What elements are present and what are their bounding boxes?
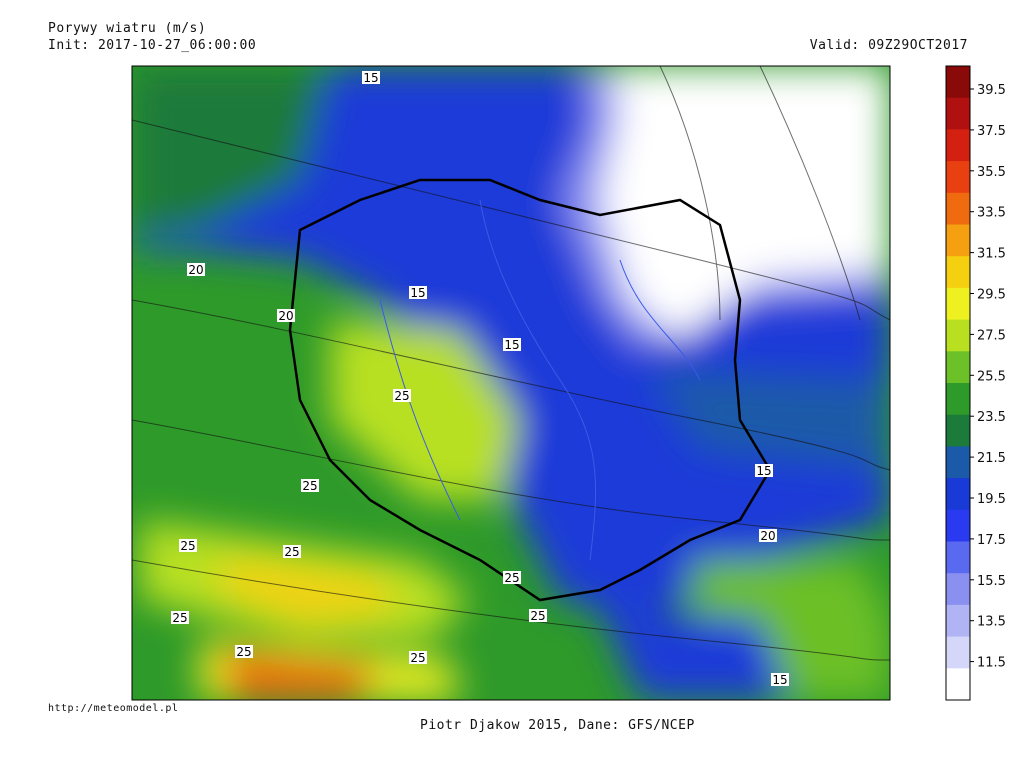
colorbar-band — [946, 129, 970, 162]
contour-label: 15 — [410, 286, 425, 300]
country-border — [288, 178, 772, 602]
wind-field — [132, 66, 890, 700]
colorbar-band — [946, 192, 970, 225]
contour-label: 25 — [530, 609, 545, 623]
contour-label: 15 — [504, 338, 519, 352]
contour-label: 15 — [772, 673, 787, 687]
rivers — [379, 199, 701, 561]
title: Porywy wiatru (m/s) — [48, 21, 207, 36]
contour-label-box — [179, 539, 197, 552]
contour-label-box — [283, 545, 301, 558]
contour-label: 25 — [410, 651, 425, 665]
contour-label: 15 — [363, 71, 378, 85]
colorbar-band — [946, 287, 970, 321]
contour-label: 20 — [278, 309, 293, 323]
init-time: Init: 2017-10-27_06:00:00 — [48, 38, 257, 53]
contour-label: 15 — [756, 464, 771, 478]
colorbar-band — [946, 604, 970, 638]
contour-label-box — [362, 71, 380, 84]
valid-time: Valid: 09Z29OCT2017 — [809, 38, 968, 53]
colorbar-band — [946, 446, 970, 479]
contour-labels: 15 20 20 15 15 25 25 25 25 25 25 25 25 25 15 20 15 — [171, 71, 789, 687]
colorbar-label: 31.5 — [977, 247, 1006, 262]
colorbar-label: 19.5 — [977, 492, 1006, 507]
colorbar-label: 17.5 — [977, 533, 1006, 548]
source-url[interactable]: http://meteomodel.pl — [48, 703, 179, 714]
colorbar-band — [946, 541, 970, 574]
colorbar: 39.5 37.5 35.5 33.5 31.5 29.5 27.5 25.5 23.5 21.5… — [945, 65, 1006, 701]
colorbar-label: 35.5 — [977, 165, 1006, 180]
colorbar-band — [946, 97, 970, 130]
contour-label-box — [301, 479, 319, 492]
contour-label-box — [277, 309, 295, 322]
contour-label: 25 — [394, 389, 409, 403]
contour-label-box — [503, 571, 521, 584]
colorbar-label: 13.5 — [977, 615, 1006, 630]
contour-label: 20 — [760, 529, 775, 543]
colorbar-band — [946, 383, 970, 416]
colorbar-label: 15.5 — [977, 574, 1006, 589]
colorbar-frame — [945, 65, 971, 701]
contour-label: 25 — [504, 571, 519, 585]
contour-label: 20 — [188, 263, 203, 277]
colorbar-band — [946, 509, 970, 542]
colorbar-band — [946, 668, 970, 701]
contour-label: 25 — [284, 545, 299, 559]
contour-label-box — [771, 673, 789, 686]
colorbar-label: 25.5 — [977, 369, 1006, 384]
colorbar-label: 39.5 — [977, 83, 1006, 98]
contour-label-box — [503, 338, 521, 351]
colorbar-label: 33.5 — [977, 206, 1006, 221]
contour-label-box — [755, 464, 773, 477]
colorbar-band — [946, 636, 970, 669]
colorbar-label: 37.5 — [977, 124, 1006, 139]
contour-label: 25 — [236, 645, 251, 659]
contour-label-box — [393, 389, 411, 402]
colorbar-band — [946, 224, 970, 257]
colorbar-label: 23.5 — [977, 410, 1006, 425]
contour-label-box — [409, 651, 427, 664]
colorbar-band — [946, 256, 970, 289]
colorbar-band — [946, 66, 970, 99]
contour-label-box — [759, 529, 777, 542]
colorbar-label: 11.5 — [977, 656, 1006, 671]
colorbar-label: 29.5 — [977, 288, 1006, 303]
contour-label: 25 — [172, 611, 187, 625]
contour-label-box — [409, 286, 427, 299]
colorbar-band — [946, 319, 970, 352]
contour-label-box — [171, 611, 189, 624]
contour-label-box — [529, 609, 547, 622]
credit: Piotr Djakow 2015, Dane: GFS/NCEP — [420, 718, 695, 733]
colorbar-band — [946, 414, 970, 447]
contour-label: 25 — [180, 539, 195, 553]
colorbar-band — [946, 573, 970, 606]
contour-label-box — [187, 263, 205, 276]
colorbar-band — [946, 351, 970, 384]
contour-label: 25 — [302, 479, 317, 493]
map-frame — [131, 65, 891, 701]
colorbar-band — [946, 161, 970, 194]
colorbar-band — [946, 478, 970, 511]
colorbar-label: 21.5 — [977, 451, 1006, 466]
colorbar-label: 27.5 — [977, 328, 1006, 343]
contour-label-box — [235, 645, 253, 658]
